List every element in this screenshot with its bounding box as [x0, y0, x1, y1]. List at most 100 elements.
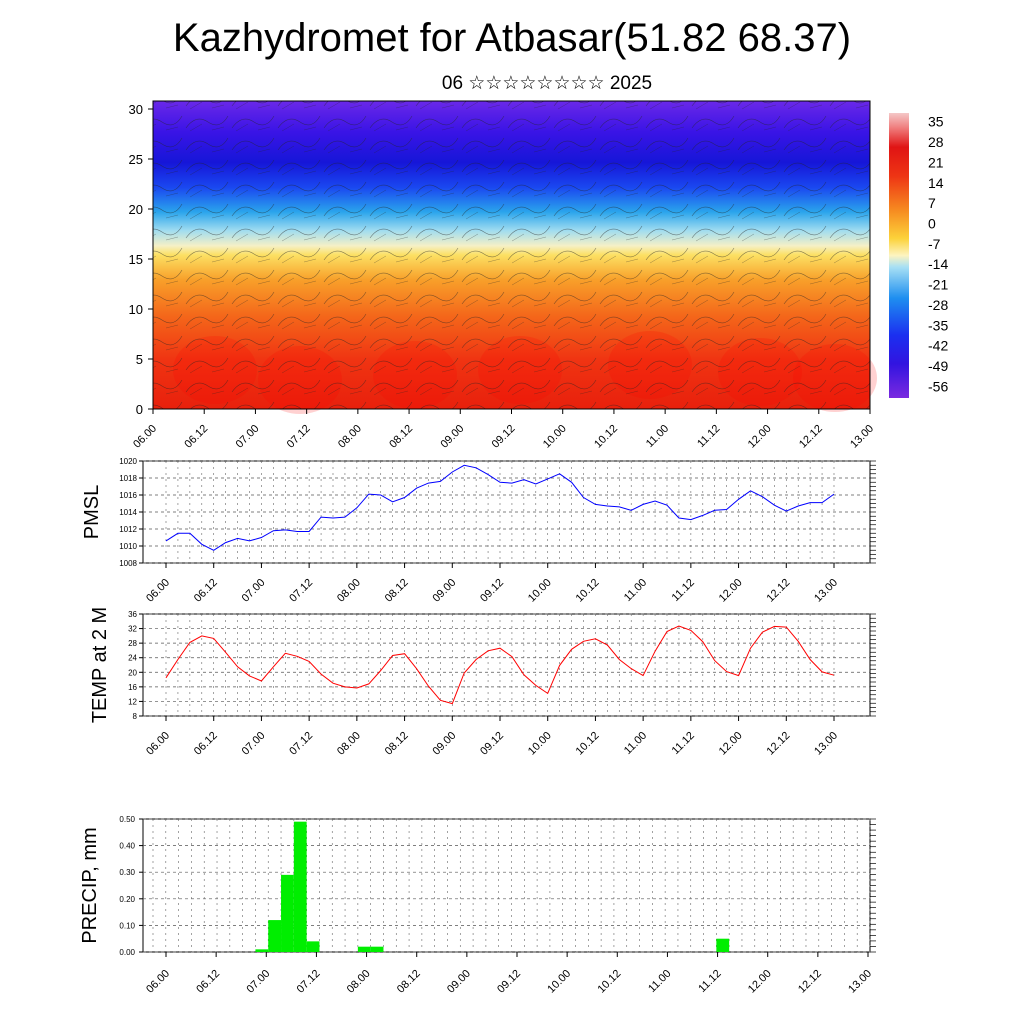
temp2m-y-tick-label: 24 — [128, 654, 137, 663]
precip-y-tick-label: 0.00 — [119, 948, 135, 957]
pmsl-x-tick-label: 07.00 — [240, 577, 268, 605]
precip-y-tick-label: 0.10 — [119, 921, 135, 930]
heatmap-x-tick-label: 13.00 — [848, 423, 876, 451]
heatmap-x-tick-label: 08.00 — [336, 423, 364, 451]
precip-bar — [306, 941, 320, 952]
colorbar-tick-label: 14 — [928, 175, 944, 191]
temp2m-y-axis-label: TEMP at 2 M — [89, 607, 111, 723]
pmsl-x-tick-label: 08.00 — [335, 577, 363, 605]
pmsl-y-tick-label: 1008 — [119, 559, 137, 568]
precip-x-tick-label: 12.00 — [746, 968, 774, 996]
heatmap-x-tick-label: 12.12 — [797, 423, 825, 451]
pmsl-y-tick-label: 1010 — [119, 542, 137, 551]
heatmap-x-tick-label: 10.12 — [592, 423, 620, 451]
temp2m-y-tick-label: 8 — [133, 712, 138, 721]
temp2m-x-tick-label: 12.12 — [764, 730, 792, 758]
temp2m-x-tick-label: 12.00 — [717, 730, 745, 758]
pmsl-x-tick-label: 09.12 — [478, 577, 506, 605]
temp2m-x-tick-label: 11.12 — [670, 730, 697, 757]
precip-x-tick-label: 06.00 — [144, 968, 172, 996]
pmsl-y-tick-label: 1014 — [119, 508, 137, 517]
pmsl-y-tick-label: 1016 — [119, 491, 137, 500]
heatmap-y-tick-label: 25 — [129, 152, 143, 167]
pmsl-x-tick-label: 11.00 — [622, 577, 649, 604]
heatmap-y-tick-label: 15 — [129, 252, 143, 267]
precip-y-tick-label: 0.20 — [119, 895, 135, 904]
precip-bar — [281, 874, 294, 952]
temp2m-x-tick-label: 07.00 — [240, 730, 268, 758]
colorbar — [889, 113, 909, 398]
heatmap-x-tick-label: 08.12 — [387, 423, 415, 451]
heatmap-x-tick-label: 07.00 — [234, 423, 262, 451]
heatmap-y-tick-label: 0 — [136, 402, 143, 417]
precip-x-tick-label: 07.00 — [244, 968, 272, 996]
precip-bar — [716, 938, 730, 952]
pmsl-y-tick-label: 1020 — [119, 457, 137, 466]
heatmap-y-tick-label: 10 — [129, 302, 143, 317]
colorbar-tick-label: 28 — [928, 134, 944, 150]
heatmap-x-tick-label: 09.00 — [438, 423, 466, 451]
precip-frame — [142, 818, 871, 953]
precip-x-tick-label: 06.12 — [194, 968, 222, 996]
precip-x-tick-label: 07.12 — [295, 968, 323, 996]
colorbar-tick-label: 21 — [928, 154, 944, 170]
temp2m-series-line — [165, 625, 835, 705]
temp2m-y-tick-label: 28 — [128, 639, 137, 648]
colorbar-tick-label: -42 — [928, 338, 948, 354]
page-subtitle: 06 ☆☆☆☆☆☆☆☆ 2025 — [441, 73, 653, 94]
wind-streamlines — [153, 101, 870, 409]
temp2m-x-tick-label: 09.00 — [430, 730, 458, 758]
temp2m-x-tick-label: 11.00 — [622, 730, 649, 757]
temp2m-x-tick-label: 06.12 — [192, 730, 220, 758]
pmsl-x-tick-label: 13.00 — [812, 577, 840, 605]
heatmap-x-tick-label: 06.12 — [182, 423, 210, 451]
temp2m-x-tick-label: 09.12 — [478, 730, 506, 758]
pmsl-y-axis-label: PMSL — [81, 485, 103, 539]
precip-bar — [357, 946, 371, 952]
pmsl-x-tick-label: 10.00 — [526, 577, 554, 605]
precip-y-tick-label: 0.40 — [119, 842, 135, 851]
pmsl-x-tick-label: 12.12 — [764, 577, 792, 605]
colorbar-tick-label: -14 — [928, 256, 948, 272]
heatmap-x-tick-label: 06.00 — [131, 423, 159, 451]
heatmap-x-tick-label: 09.12 — [490, 423, 518, 451]
pmsl-x-tick-label: 08.12 — [383, 577, 411, 605]
pmsl-x-tick-label: 07.12 — [287, 577, 315, 605]
heatmap-x-tick-label: 12.00 — [746, 423, 774, 451]
precip-y-tick-label: 0.30 — [119, 868, 135, 877]
temp2m-x-tick-label: 10.00 — [526, 730, 554, 758]
colorbar-tick-label: -49 — [928, 358, 948, 374]
precip-bar — [255, 949, 269, 952]
heatmap-x-tick-label: 07.12 — [285, 423, 313, 451]
colorbar-tick-label: 0 — [928, 216, 936, 232]
temp2m-y-tick-label: 16 — [128, 683, 137, 692]
colorbar-tick-label: -56 — [928, 378, 948, 394]
pmsl-x-tick-label: 11.12 — [670, 577, 697, 604]
precip-x-tick-label: 13.00 — [846, 968, 874, 996]
temp2m-x-tick-label: 07.12 — [287, 730, 315, 758]
precip-x-tick-label: 11.00 — [646, 968, 673, 995]
temp2m-x-tick-label: 08.00 — [335, 730, 363, 758]
heatmap-x-tick-label: 11.12 — [695, 423, 722, 450]
colorbar-tick-label: -35 — [928, 317, 948, 333]
pmsl-y-tick-label: 1018 — [119, 474, 137, 483]
pmsl-x-tick-label: 06.12 — [192, 577, 220, 605]
temp2m-y-tick-label: 20 — [128, 668, 137, 677]
precip-x-tick-label: 10.12 — [595, 968, 623, 996]
heatmap-x-tick-label: 11.00 — [644, 423, 671, 450]
precip-x-tick-label: 09.00 — [445, 968, 473, 996]
temp2m-y-tick-label: 32 — [128, 625, 137, 634]
pmsl-y-tick-label: 1012 — [119, 525, 137, 534]
heatmap-y-tick-label: 5 — [136, 352, 143, 367]
precip-bar — [268, 920, 282, 952]
heatmap-y-tick-label: 30 — [129, 102, 143, 117]
precip-x-tick-label: 09.12 — [495, 968, 523, 996]
pmsl-series-line — [165, 464, 835, 551]
pmsl-x-tick-label: 10.12 — [574, 577, 602, 605]
colorbar-tick-label: -7 — [928, 236, 941, 252]
precip-x-tick-label: 08.12 — [395, 968, 423, 996]
pmsl-x-tick-label: 06.00 — [144, 577, 172, 605]
temp2m-x-tick-label: 13.00 — [812, 730, 840, 758]
heatmap-x-tick-label: 10.00 — [541, 423, 569, 451]
